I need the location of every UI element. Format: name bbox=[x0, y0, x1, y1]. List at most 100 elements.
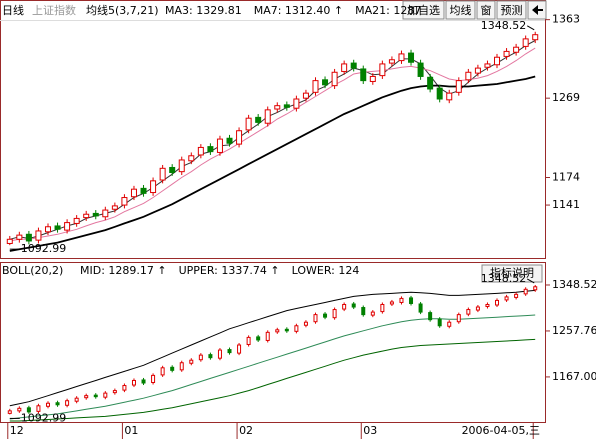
candle-body bbox=[83, 213, 90, 219]
candle-body bbox=[264, 109, 271, 124]
candle-body bbox=[523, 288, 528, 295]
candle-body bbox=[494, 56, 501, 66]
candle-body bbox=[122, 385, 127, 391]
toolbar-button-label[interactable]: 窗 bbox=[481, 3, 492, 17]
line bbox=[9, 314, 536, 420]
candle-body bbox=[237, 344, 242, 354]
x-tick-label: 03 bbox=[363, 424, 377, 437]
candle-body bbox=[312, 80, 319, 93]
candle-body bbox=[84, 395, 89, 399]
candle-body bbox=[216, 138, 223, 153]
candle-body bbox=[73, 217, 80, 224]
legend-entry: MA7: 1312.40 ↑ bbox=[254, 4, 343, 17]
candle-body bbox=[112, 390, 117, 394]
candle-body bbox=[303, 321, 308, 326]
line bbox=[9, 75, 536, 252]
candle-body bbox=[198, 354, 203, 361]
candle-body bbox=[64, 222, 71, 231]
candle-body bbox=[255, 116, 262, 123]
min-label: 1092.99 bbox=[21, 242, 67, 255]
candle-body bbox=[322, 79, 329, 86]
candle-body bbox=[36, 405, 41, 412]
toolbar-button-label[interactable]: 加自选 bbox=[407, 4, 440, 17]
candle-body bbox=[207, 146, 214, 153]
candle-body bbox=[197, 146, 204, 156]
x-tick-label: 01 bbox=[124, 424, 138, 437]
bollinger-label: BOLL(20,2) bbox=[2, 264, 63, 277]
line bbox=[9, 289, 536, 407]
toolbar-button[interactable] bbox=[445, 0, 476, 20]
candle-body bbox=[179, 362, 184, 371]
legend-entry: LOWER: 124 bbox=[292, 264, 360, 277]
help-button[interactable] bbox=[481, 264, 543, 283]
candle-body bbox=[283, 104, 290, 108]
indicator-label: 均线5(3,7,21) bbox=[86, 3, 159, 17]
candle-body bbox=[418, 303, 423, 313]
candle-body bbox=[428, 312, 433, 321]
y-tick-label: 1174 bbox=[552, 171, 580, 184]
candle-body bbox=[246, 336, 251, 346]
legend-entry: UPPER: 1337.74 ↑ bbox=[179, 264, 280, 277]
candle-body bbox=[93, 394, 98, 398]
candle-body bbox=[35, 230, 42, 241]
legend-entry: MA3: 1329.81 bbox=[165, 4, 242, 17]
candle-body bbox=[522, 38, 529, 47]
candle-body bbox=[360, 68, 367, 82]
candle-body bbox=[188, 155, 195, 162]
min-label: 1092.99 bbox=[21, 411, 67, 424]
candle-body bbox=[293, 98, 300, 109]
candle-body bbox=[485, 303, 490, 308]
toolbar-button[interactable] bbox=[476, 0, 496, 20]
y-tick-label: 1269 bbox=[552, 91, 580, 104]
candle-body bbox=[409, 297, 414, 304]
candle-body bbox=[160, 367, 165, 376]
candle-body bbox=[245, 117, 252, 131]
candle-body bbox=[495, 299, 500, 306]
collapse-icon[interactable] bbox=[532, 5, 543, 15]
candle-body bbox=[331, 71, 338, 87]
candle-body bbox=[533, 286, 538, 291]
candle-body bbox=[141, 379, 146, 384]
toolbar-button-label[interactable]: 预测 bbox=[501, 4, 523, 17]
legend-entry: MA21: 1287 bbox=[355, 4, 421, 17]
candle-body bbox=[7, 410, 12, 414]
candle-body bbox=[532, 34, 539, 41]
toolbar-button-label[interactable]: 均线 bbox=[450, 3, 472, 17]
candle-body bbox=[370, 311, 375, 316]
y-tick-label: 1141 bbox=[552, 198, 580, 211]
candle-body bbox=[169, 166, 176, 173]
toolbar-button[interactable] bbox=[496, 0, 527, 20]
candle-body bbox=[55, 402, 60, 406]
candle-body bbox=[65, 400, 70, 406]
candle-body bbox=[474, 67, 481, 74]
candle-body bbox=[379, 63, 386, 77]
candle-body bbox=[446, 92, 453, 101]
candle-body bbox=[388, 59, 395, 64]
candle-body bbox=[389, 301, 394, 305]
candle-body bbox=[465, 71, 472, 81]
candle-body bbox=[189, 359, 194, 364]
candle-body bbox=[350, 62, 357, 69]
candle-body bbox=[6, 238, 13, 244]
candle-body bbox=[408, 52, 415, 63]
candle-body bbox=[369, 75, 376, 82]
candle-body bbox=[361, 307, 366, 316]
price-panel-frame bbox=[0, 0, 546, 259]
candle-body bbox=[475, 306, 480, 311]
candle-body bbox=[503, 50, 510, 57]
candle-body bbox=[217, 349, 222, 359]
toolbar-button[interactable] bbox=[402, 0, 445, 20]
candle-body bbox=[437, 318, 442, 327]
toolbar: 加自选 均线 窗 预测 bbox=[402, 0, 547, 20]
y-tick-label: 1348.52 bbox=[552, 278, 596, 291]
line bbox=[9, 47, 536, 242]
x-tick-label: 02 bbox=[239, 424, 253, 437]
candle-body bbox=[284, 328, 289, 332]
candle-body bbox=[92, 212, 99, 217]
candle-body bbox=[380, 303, 385, 313]
candle-body bbox=[17, 407, 22, 412]
help-button-label[interactable]: 指标说明 bbox=[490, 266, 534, 280]
candle-body bbox=[484, 63, 491, 68]
